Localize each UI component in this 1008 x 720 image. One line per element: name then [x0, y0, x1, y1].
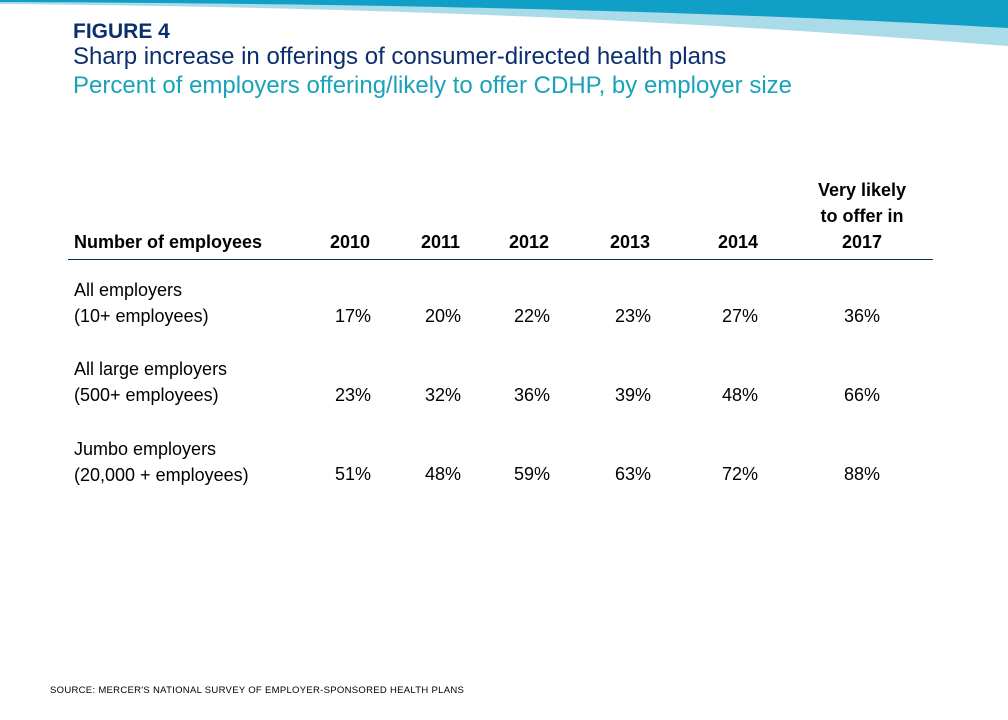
table-cell: 20% [424, 306, 462, 326]
table-cell: 59% [513, 464, 551, 484]
row-label-line-1: All employers [74, 280, 183, 300]
column-header-2011: 2011 [421, 232, 461, 252]
row-label-jumbo-employers: Jumbo employers (20,000 + employees) [74, 436, 249, 488]
table-cell: 27% [721, 306, 759, 326]
table-cell: 22% [513, 306, 551, 326]
header-divider [68, 259, 933, 260]
table-cell: 32% [424, 385, 462, 405]
column-header-2017-line-3: 2017 [841, 232, 883, 252]
column-header-2012: 2012 [509, 232, 550, 252]
table-cell: 36% [513, 385, 551, 405]
table-cell: 17% [334, 306, 372, 326]
table-cell: 36% [843, 306, 881, 326]
row-label-line-2: (10+ employees) [74, 306, 209, 326]
column-header-2017-line-2: to offer in [820, 206, 904, 226]
table-cell: 23% [614, 306, 652, 326]
row-label-line-1: All large employers [74, 359, 228, 379]
column-header-2013: 2013 [610, 232, 651, 252]
row-header-label: Number of employees [74, 232, 263, 252]
table-cell: 48% [721, 385, 759, 405]
source-note: SOURCE: MERCER'S NATIONAL SURVEY OF EMPL… [50, 685, 465, 696]
column-header-2014: 2014 [718, 232, 759, 252]
row-label-line-2: (20,000 + employees) [74, 465, 249, 485]
column-header-2017: Very likely to offer in 2017 [792, 177, 932, 255]
row-label-line-1: Jumbo employers [74, 439, 217, 459]
header-band [0, 0, 1008, 46]
table-cell: 66% [843, 385, 881, 405]
row-label-line-2: (500+ employees) [74, 385, 219, 405]
chart-title: Sharp increase in offerings of consumer-… [73, 43, 727, 70]
column-header-2010: 2010 [330, 232, 371, 252]
table-cell: 39% [614, 385, 652, 405]
table-cell: 88% [843, 464, 881, 484]
table-cell: 63% [614, 464, 652, 484]
row-label-all-large-employers: All large employers (500+ employees) [74, 356, 227, 408]
figure-label: FIGURE 4 [73, 20, 170, 43]
row-label-all-employers: All employers (10+ employees) [74, 277, 209, 329]
table-cell: 51% [334, 464, 372, 484]
table-cell: 48% [424, 464, 462, 484]
table-cell: 72% [721, 464, 759, 484]
chart-subtitle: Percent of employers offering/likely to … [73, 72, 792, 99]
header-band-dark [0, 0, 1008, 28]
table-cell: 23% [334, 385, 372, 405]
column-header-2017-line-1: Very likely [817, 180, 907, 200]
